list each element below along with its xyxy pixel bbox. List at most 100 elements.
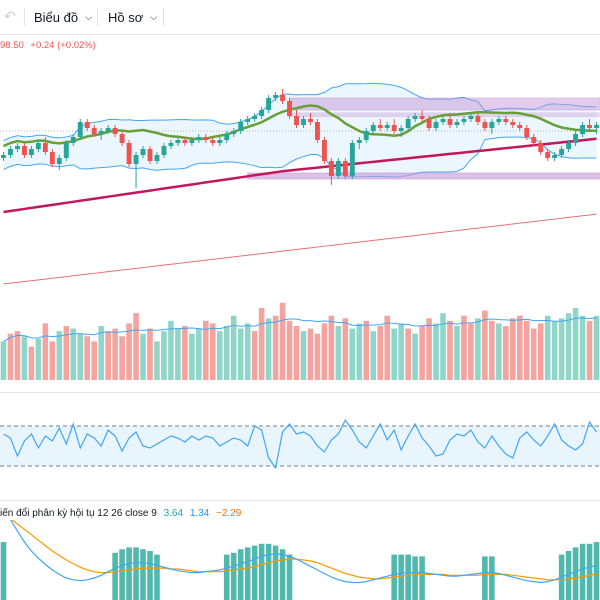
toolbar-divider [163,8,164,26]
volume-bar [91,341,97,380]
candle-body [580,125,585,134]
chevron-down-icon: ⌵ [85,11,92,22]
rsi-pane[interactable] [0,396,600,496]
macd-histogram-bar [279,549,286,600]
volume-bar [321,323,328,380]
volume-bar [182,326,188,380]
top-toolbar: ↶ Biểu đồ ⌵ Hồ sơ ⌵ [0,0,600,35]
candle-body [42,143,48,152]
macd-histogram-bar [140,549,146,600]
volume-bar [223,326,230,380]
volume-bar [112,328,118,380]
volume-bar [398,323,404,380]
volume-bar [510,318,516,380]
volume-bar [412,333,418,380]
macd-histogram-bar [0,542,7,600]
volume-bar [279,302,286,380]
volume-bar [307,328,314,380]
macd-histogram-bar [244,547,251,600]
volume-bar [586,320,593,380]
candle-body [259,110,265,116]
volume-bar [468,323,474,380]
volume-bar [516,315,523,380]
candle-body [161,146,167,155]
volume-pane[interactable] [0,290,600,380]
macd-histogram-bar [572,547,579,600]
candle-body [266,98,272,110]
volume-bar [42,323,49,380]
profile-menu-button[interactable]: Hồ sơ ⌵ [108,0,157,34]
candle-body [301,119,306,125]
price-chart-pane[interactable] [0,50,600,290]
volume-bar [272,315,279,380]
volume-bar [21,336,28,380]
macd-histogram-bar [126,547,132,600]
volume-bar [426,318,432,380]
candle-body [524,128,530,137]
macd-histogram-bar [147,551,153,600]
volume-bar [579,315,586,380]
volume-bar [196,328,202,380]
volume-bar [126,323,132,380]
candle-body [356,140,362,143]
volume-bar [328,315,335,380]
chart-menu-button[interactable]: Biểu đồ ⌵ [34,0,92,34]
undo-arrow-icon[interactable]: ↶ [4,8,16,24]
pane-divider[interactable] [0,392,600,393]
volume-bar [537,323,544,380]
macd-line-value: 1.34 [189,508,210,519]
macd-pane[interactable] [0,520,600,600]
candle-body [489,122,495,128]
candle-body [35,143,41,149]
candle-body [70,137,76,143]
candle-body [552,155,558,158]
candle-body [454,122,460,125]
volume-bar [210,323,216,380]
price-change: +0.24 (+0.02%) [30,40,96,51]
candle-body [559,149,565,155]
volume-bar [147,328,153,380]
macd-histogram-bar [258,543,265,600]
volume-bar [482,310,488,380]
macd-title: iến đổi phân kỳ hội tụ 12 26 close 9 [0,508,157,519]
candle-body [77,122,83,137]
volume-bar [558,318,565,380]
macd-histogram-bar [112,552,118,600]
volume-bar [370,331,377,380]
macd-histogram-bar [223,554,230,600]
volume-bar [265,318,272,380]
candle-body [168,143,174,146]
candle-body [15,146,20,149]
bollinger-lower-line [3,136,597,178]
volume-bar [154,341,160,380]
volume-bar [63,326,70,380]
candle-body [370,125,376,131]
volume-bar [447,320,453,380]
candle-body [287,101,292,116]
volume-bar [384,315,390,380]
candle-body [426,119,432,128]
volume-bar [175,328,181,380]
candle-body [503,119,509,122]
volume-bar [230,315,237,380]
candle-body [238,122,244,131]
rsi-band-fill [0,426,600,466]
chart-menu-label: Biểu đồ [34,9,79,25]
volume-bar [216,331,223,380]
volume-bar [489,320,495,380]
volume-bar [503,326,509,380]
macd-histogram-bar [119,549,125,600]
macd-histogram-bar [489,556,495,600]
macd-histogram-bar [586,543,593,600]
volume-bar [433,323,439,380]
volume-bar [496,323,502,380]
toolbar-divider [24,8,25,26]
macd-histogram-bar [398,554,404,600]
candle-body [210,140,216,143]
volume-bar [551,320,558,380]
candle-body [328,161,334,176]
volume-bar [168,320,174,380]
candle-body [419,116,425,119]
pane-divider[interactable] [0,500,600,501]
volume-bar [440,313,446,380]
